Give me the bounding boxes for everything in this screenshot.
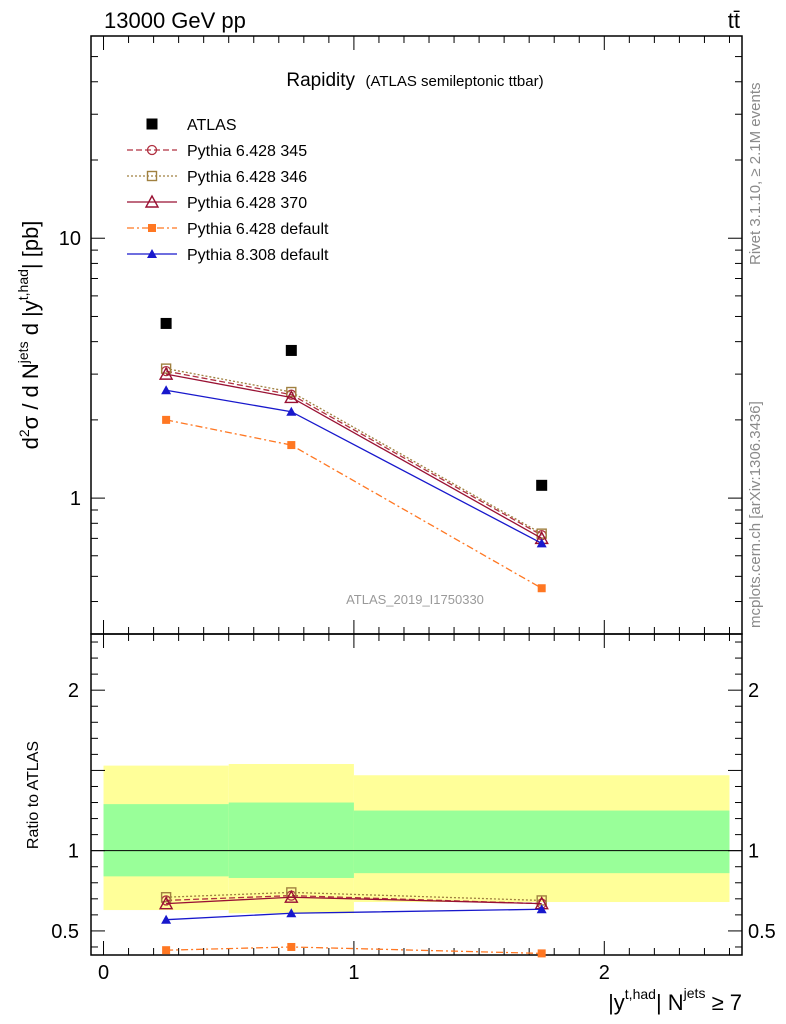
data-point-2 [160, 363, 172, 374]
ratio-line-2 [166, 896, 542, 905]
main-ylabel: d2σ / d Njets d |yt,had| [pb] [15, 221, 43, 450]
plot-layer: 1 10 0.5 0.5 1 1 2 2 0 1 2 ATLAS Pythia 6.428 345 Pyt… [51, 35, 776, 984]
ratio-point-3 [287, 942, 296, 951]
legend-marker [146, 170, 158, 182]
data-point-4 [537, 584, 546, 593]
series-line-3 [165, 373, 543, 539]
ratio-point-1 [160, 892, 172, 903]
legend-marker [147, 249, 157, 258]
process-label: tt̄ [728, 8, 740, 33]
uncertainty-band-green [103, 804, 229, 877]
series-line-4 [165, 419, 543, 589]
ratio-point-4 [286, 908, 297, 918]
ratio-y-tick-label: 0.5 [51, 921, 79, 943]
legend-label: Pythia 6.428 default [187, 221, 329, 238]
y-tick-label: 10 [59, 228, 81, 250]
ratio-point-2 [158, 896, 174, 910]
data-point-2 [286, 386, 297, 398]
legend-marker [148, 224, 156, 232]
ratio-y-tick-label-right: 2 [748, 680, 759, 702]
data-point-3 [158, 366, 174, 380]
data-point-0 [160, 317, 172, 329]
ratio-y-tick-label: 1 [68, 841, 79, 863]
data-point-4 [287, 441, 296, 450]
legend-label: ATLAS [187, 117, 237, 134]
ratio-point-3 [537, 949, 546, 958]
ratio-ylabel: Ratio to ATLAS [25, 741, 42, 849]
series-line-1 [165, 370, 543, 536]
ratio-point-4 [161, 914, 172, 924]
uncertainty-band-green [353, 810, 730, 874]
legend-marker [144, 194, 160, 208]
legend-label: Pythia 6.428 345 [187, 143, 307, 160]
data-point-5 [536, 538, 547, 548]
main-title: Rapidity (ATLAS semileptonic ttbar) [286, 70, 543, 91]
ratio-plot-frame [90, 633, 743, 956]
legend-marker [146, 144, 158, 156]
ratio-y-tick-label-right: 1 [748, 841, 759, 863]
series-line-2 [165, 367, 543, 535]
data-point-0 [285, 344, 297, 356]
legend-label: Pythia 6.428 370 [187, 195, 307, 212]
uncertainty-band-green [228, 802, 354, 878]
data-point-4 [162, 415, 171, 424]
ratio-point-3 [162, 946, 171, 955]
series-line-5 [166, 389, 542, 544]
x-tick-label: 1 [348, 962, 359, 984]
xlabel: |yt,had| Njets ≥ 7 [608, 985, 742, 1015]
ratio-y-tick-label: 2 [68, 680, 79, 702]
chart-subtitle: (ATLAS semileptonic ttbar) [365, 73, 543, 90]
ratio-point-4 [536, 904, 547, 914]
y-tick-label: 1 [70, 488, 81, 510]
legend-marker [146, 118, 158, 130]
data-point-5 [286, 406, 297, 416]
ratio-line-4 [166, 908, 542, 921]
data-point-0 [536, 479, 548, 491]
rivet-label: Rivet 3.1.10, ≥ 2.1M events [747, 83, 764, 266]
legend-label: Pythia 8.308 default [187, 247, 329, 264]
mcplots-label: mcplots.cern.ch [arXiv:1306.3436] [747, 401, 764, 628]
x-tick-label: 0 [98, 962, 109, 984]
legend-label: Pythia 6.428 346 [187, 169, 307, 186]
x-tick-label: 2 [599, 962, 610, 984]
data-point-5 [161, 385, 172, 395]
analysis-watermark: ATLAS_2019_I1750330 [346, 592, 484, 607]
energy-label: 13000 GeV pp [104, 8, 246, 33]
ratio-y-tick-label-right: 0.5 [748, 921, 776, 943]
ratio-point-2 [284, 889, 299, 903]
data-point-3 [284, 389, 299, 404]
chart-title: Rapidity [286, 70, 355, 91]
